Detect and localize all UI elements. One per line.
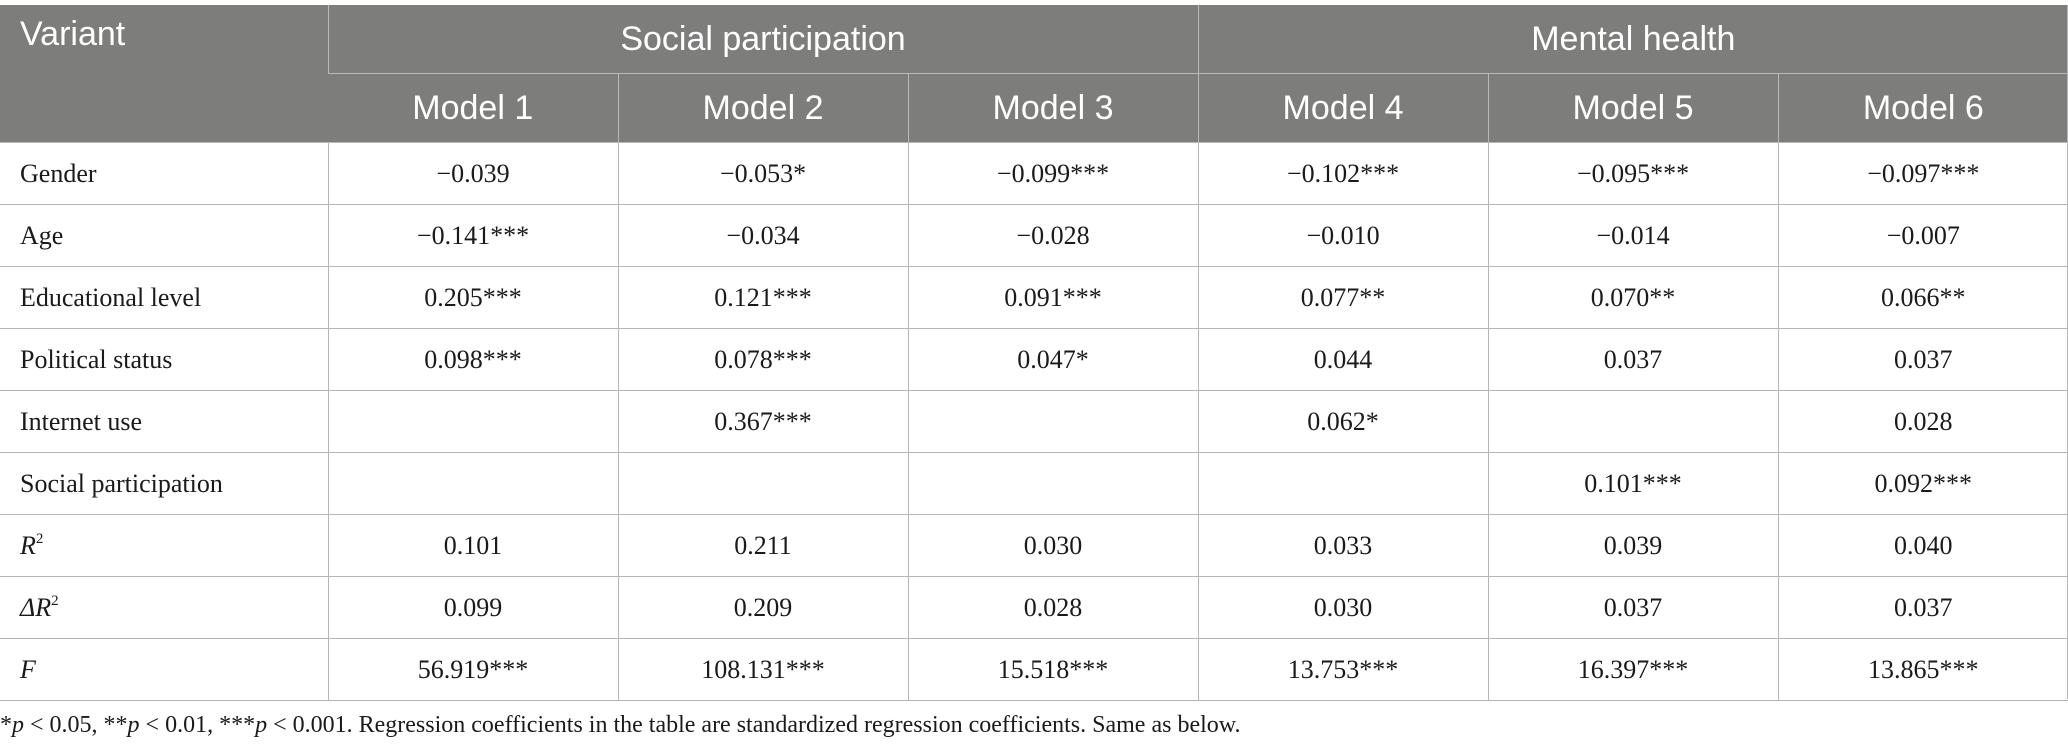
table-cell: 0.037 [1777,576,2068,639]
row-label-f: F [0,638,328,701]
table-cell: 0.078*** [617,328,908,391]
row-label-delta-r-squared: ΔR2 [0,576,328,639]
table-cell: 0.092*** [1777,452,2068,515]
table-cell: 0.101 [327,514,618,577]
table-cell: −0.099*** [907,142,1199,205]
table-cell [907,452,1199,515]
table-cell: −0.095*** [1487,142,1779,205]
table-cell: 13.865*** [1777,638,2068,701]
table-cell: 0.039 [1487,514,1779,577]
table-row: Age −0.141*** −0.034 −0.028 −0.010 −0.01… [0,204,2068,267]
f-symbol: F [20,654,36,684]
table-row: Educational level 0.205*** 0.121*** 0.09… [0,266,2068,329]
table-cell: 56.919*** [327,638,618,701]
footnote-lead: * [0,712,12,738]
table-cell: 16.397*** [1487,638,1779,701]
table-cell: 0.098*** [327,328,618,391]
superscript-two: 2 [35,530,44,547]
delta-r-symbol: ΔR [20,592,52,622]
table-cell: −0.102*** [1197,142,1489,205]
row-label: Political status [0,328,328,391]
model-header: Model 5 [1487,73,1779,143]
row-label: Social participation [0,452,328,515]
table-cell: 0.037 [1777,328,2068,391]
table-cell: −0.097*** [1777,142,2068,205]
footnote-p: p [255,712,268,738]
model-header-row: Model 1 Model 2 Model 3 Model 4 Model 5 … [0,73,2068,143]
table-cell: 0.033 [1197,514,1489,577]
table-cell: 0.037 [1487,328,1779,391]
table-cell: −0.028 [907,204,1199,267]
group-header-social-participation: Social participation [327,5,1199,74]
regression-table: Variant Social participation Mental heal… [0,5,2068,701]
r-symbol: R [20,530,36,560]
table-cell [617,452,908,515]
model-header: Model 1 [328,73,618,143]
table-row: Political status 0.098*** 0.078*** 0.047… [0,328,2068,391]
footnote-text: < 0.001. Regression coefficients in the … [267,712,1241,738]
table-cell: 0.028 [1777,390,2068,453]
table-cell: −0.010 [1197,204,1489,267]
table-cell: −0.014 [1487,204,1779,267]
variant-header: Variant [0,5,328,143]
row-label: Age [0,204,328,267]
table-cell: 0.030 [907,514,1199,577]
table-cell: 0.367*** [617,390,908,453]
table-cell: 0.037 [1487,576,1779,639]
table-cell: 0.101*** [1487,452,1779,515]
table-cell: 0.099 [327,576,618,639]
row-label: Gender [0,142,328,205]
table-cell [1487,390,1779,453]
table-cell: 0.077** [1197,266,1489,329]
table-row: Gender −0.039 −0.053* −0.099*** −0.102**… [0,142,2068,205]
table-row: F 56.919*** 108.131*** 15.518*** 13.753*… [0,638,2068,701]
footnote-p: p [12,712,24,738]
table-cell: 0.205*** [327,266,618,329]
model-header: Model 4 [1197,73,1489,143]
footnote-text: < 0.01, *** [139,712,256,738]
table-cell: 0.040 [1777,514,2068,577]
table-cell [1197,452,1489,515]
table-cell: 0.121*** [617,266,908,329]
table-cell [907,390,1199,453]
footnote-p: p [127,712,140,738]
table-row: Social participation 0.101*** 0.092*** [0,452,2068,515]
footnote-text: < 0.05, ** [24,712,128,738]
table-cell: 0.209 [617,576,908,639]
table-cell: 108.131*** [617,638,908,701]
table-cell: −0.053* [617,142,908,205]
row-label: Educational level [0,266,328,329]
table-cell: 13.753*** [1197,638,1489,701]
table-row: ΔR2 0.099 0.209 0.028 0.030 0.037 0.037 [0,576,2068,639]
table-cell: −0.034 [617,204,908,267]
superscript-two: 2 [51,592,59,609]
table-cell: −0.141*** [327,204,618,267]
table-cell: 0.062* [1197,390,1489,453]
table-row: R2 0.101 0.211 0.030 0.033 0.039 0.040 [0,514,2068,577]
model-header: Model 6 [1777,73,2068,143]
row-label-r-squared: R2 [0,514,328,577]
group-header-row: Variant Social participation Mental heal… [0,5,2068,143]
model-header: Model 3 [907,73,1199,143]
table-cell: 0.028 [907,576,1199,639]
table-cell: 0.066** [1777,266,2068,329]
table-cell: 0.047* [907,328,1199,391]
table-cell: −0.007 [1777,204,2068,267]
table-cell: −0.039 [327,142,618,205]
table-cell: 15.518*** [907,638,1199,701]
row-label: Internet use [0,390,328,453]
table-row: Internet use 0.367*** 0.062* 0.028 [0,390,2068,453]
table-cell: 0.211 [617,514,908,577]
group-header-mental-health: Mental health [1197,5,2068,74]
table-cell: 0.091*** [907,266,1199,329]
table-footnote: *p < 0.05, **p < 0.01, ***p < 0.001. Reg… [0,712,1241,739]
table-cell: 0.070** [1487,266,1779,329]
table-cell [327,390,618,453]
model-header: Model 2 [617,73,908,143]
table-cell: 0.044 [1197,328,1489,391]
table-cell [327,452,618,515]
table-cell: 0.030 [1197,576,1489,639]
